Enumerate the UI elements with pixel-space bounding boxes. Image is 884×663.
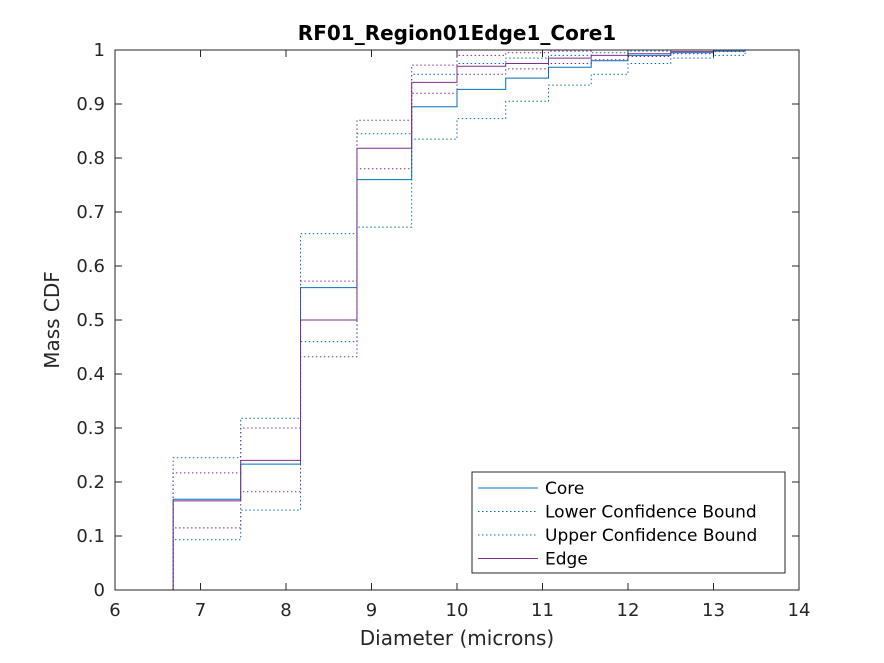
x-tick-label: 10	[446, 600, 469, 621]
x-tick-label: 7	[195, 600, 206, 621]
series-line-1	[172, 52, 746, 590]
y-tick-label: 0.9	[76, 94, 105, 115]
y-tick-label: 0.1	[76, 526, 105, 547]
y-tick-label: 1	[94, 40, 105, 61]
x-tick-label: 9	[366, 600, 377, 621]
x-tick-label: 12	[617, 600, 640, 621]
ticks-layer: 6 7 8 9 10 11 12 13 14 0 0.1 0.2 0.3 0.4 0.5 0.6 0.7 0.8 0…	[76, 40, 810, 621]
legend: Core Lower Confidence Bound Upper Confiden…	[471, 471, 786, 574]
legend-label: Lower Confidence Bound	[545, 503, 757, 523]
legend-label: Upper Confidence Bound	[545, 526, 757, 546]
legend-label: Core	[545, 479, 584, 499]
y-tick-label: 0.8	[76, 148, 105, 169]
x-tick-label: 11	[531, 600, 554, 621]
y-tick-label: 0.5	[76, 310, 105, 331]
x-tick-label: 13	[702, 600, 725, 621]
y-tick-label: 0.3	[76, 418, 105, 439]
x-tick-label: 14	[788, 600, 811, 621]
legend-box	[471, 471, 786, 574]
chart-title: RF01_Region01Edge1_Core1	[298, 21, 616, 45]
x-tick-label: 8	[280, 600, 291, 621]
y-tick-label: 0.7	[76, 202, 105, 223]
y-tick-label: 0	[94, 580, 105, 601]
y-tick-label: 0.6	[76, 256, 105, 277]
series-line-4	[172, 51, 746, 590]
x-axis-label: Diameter (microns)	[360, 626, 554, 650]
y-tick-label: 0.2	[76, 472, 105, 493]
y-tick-label: 0.4	[76, 364, 105, 385]
series-line-2	[172, 49, 746, 590]
y-axis-label: Mass CDF	[40, 271, 64, 369]
legend-label: Edge	[545, 550, 588, 570]
x-tick-label: 6	[109, 600, 120, 621]
